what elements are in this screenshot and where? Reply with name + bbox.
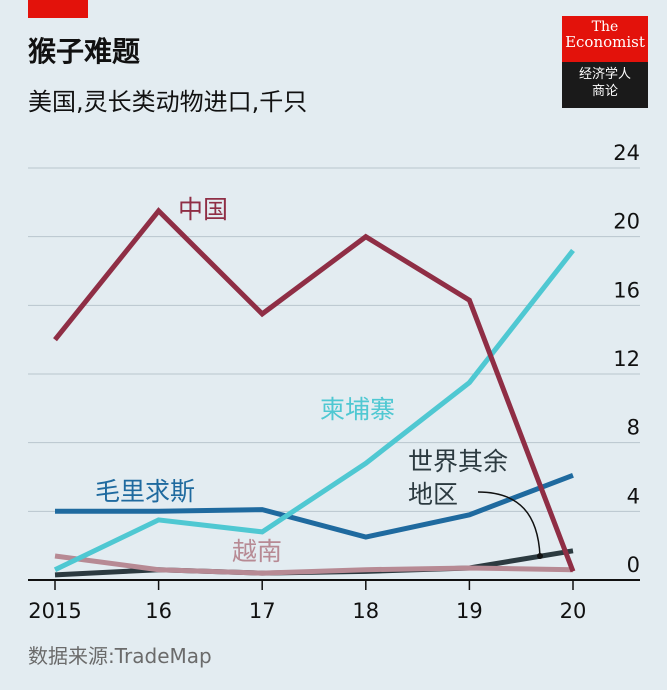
- y-tick-label: 16: [613, 278, 640, 302]
- series-lines: [53, 207, 576, 578]
- series-label-rest-of-world-line2: 地区: [408, 480, 458, 509]
- logo-line-chinese-2: 商论: [591, 83, 618, 99]
- economist-logo: The Economist 经济学人 商论: [562, 16, 648, 108]
- logo-line-chinese-1: 经济学人: [578, 67, 631, 82]
- y-tick-label: 0: [627, 553, 640, 577]
- x-axis: 2015 16 17 18 19 20: [28, 579, 640, 623]
- y-tick-label: 8: [627, 416, 640, 440]
- x-tick-label: 19: [456, 599, 483, 623]
- y-tick-label: 24: [613, 141, 640, 165]
- leader-line: [477, 491, 541, 557]
- brand-red-tab: [28, 0, 88, 18]
- series-label-rest-of-world-line1: 世界其余: [408, 447, 508, 476]
- x-tick-label: 20: [560, 599, 587, 623]
- series-line-mauritius: [55, 472, 574, 540]
- series-line-vietnam: [54, 553, 574, 576]
- x-tick-label: 18: [352, 599, 379, 623]
- x-tick-label: 2015: [28, 599, 81, 623]
- series-label-cambodia: 柬埔寨: [320, 395, 395, 424]
- series-label-mauritius: 毛里求斯: [95, 477, 195, 506]
- logo-line-economist: Economist: [565, 32, 645, 51]
- series-line-china: [53, 207, 576, 573]
- x-tick-label: 17: [249, 599, 276, 623]
- x-tick-label: 16: [145, 599, 172, 623]
- logo-red-block: The Economist: [562, 16, 648, 62]
- logo-line-the: The: [591, 19, 619, 35]
- chart-subtitle: 美国,灵长类动物进口,千只: [28, 88, 308, 116]
- gridlines: 0 4 8 12 16 20 24: [28, 141, 640, 577]
- leader-dot: [537, 553, 543, 559]
- series-label-vietnam: 越南: [232, 537, 282, 566]
- logo-black-block: 经济学人 商论: [562, 62, 648, 108]
- series-line-cambodia: [53, 248, 575, 572]
- chart-title: 猴子难题: [28, 35, 141, 68]
- source-note: 数据来源:TradeMap: [28, 644, 212, 668]
- series-label-china: 中国: [178, 195, 228, 224]
- y-tick-label: 20: [613, 210, 640, 234]
- y-tick-label: 12: [613, 347, 640, 371]
- y-tick-label: 4: [627, 484, 640, 508]
